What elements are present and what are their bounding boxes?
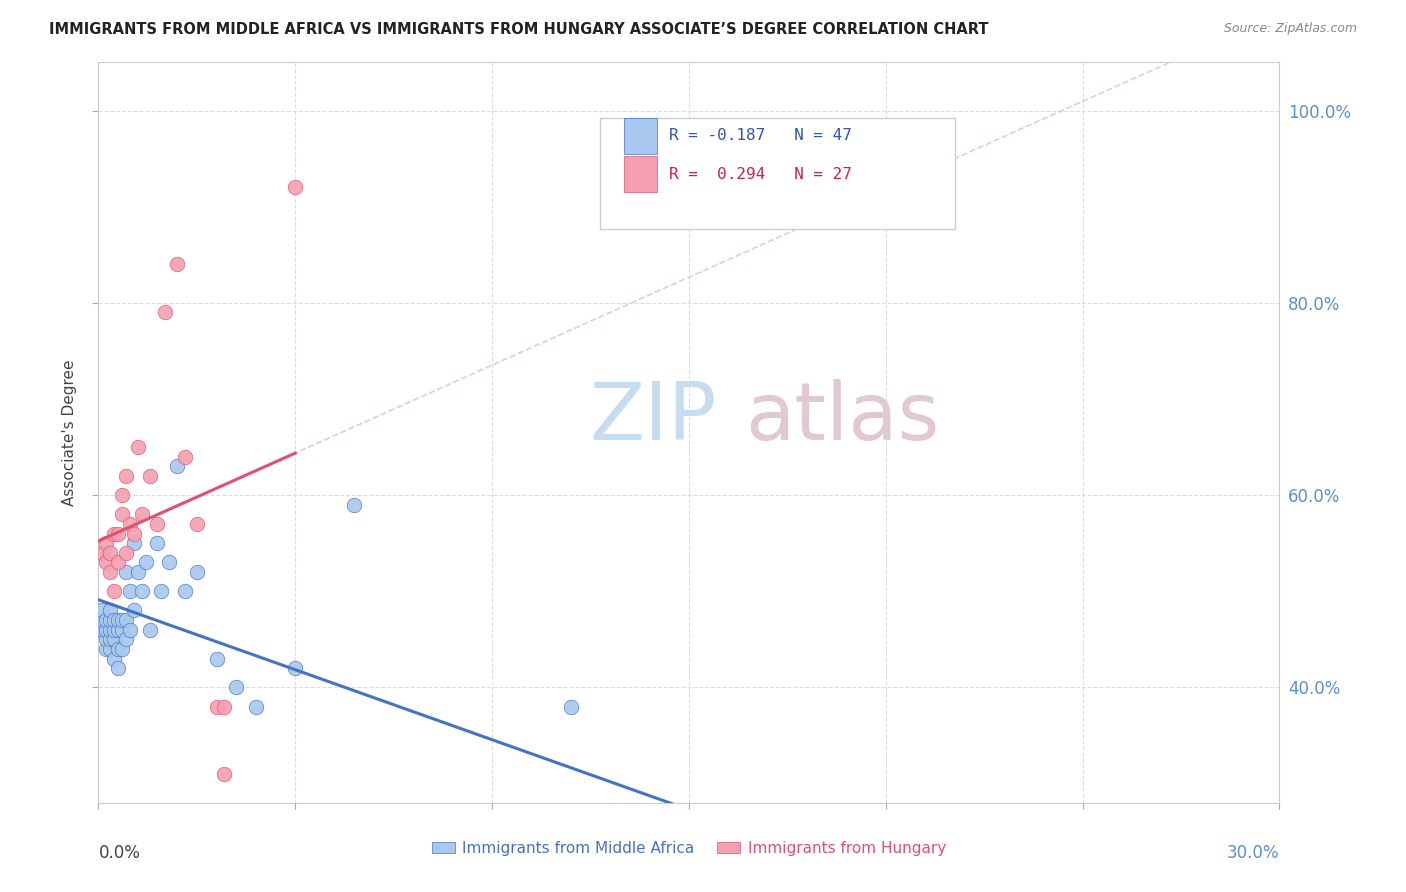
Point bbox=[98, 546, 121, 560]
Point bbox=[146, 536, 169, 550]
Point bbox=[96, 642, 118, 657]
Point bbox=[115, 613, 138, 627]
Point bbox=[96, 613, 118, 627]
Point bbox=[107, 526, 129, 541]
Point bbox=[103, 651, 125, 665]
Point bbox=[122, 603, 145, 617]
Point bbox=[186, 565, 208, 579]
Point bbox=[157, 556, 180, 570]
Point bbox=[111, 613, 134, 627]
Point bbox=[96, 556, 118, 570]
Point bbox=[103, 632, 125, 647]
Point bbox=[107, 642, 129, 657]
Point bbox=[186, 516, 208, 531]
Point bbox=[103, 584, 125, 599]
Point bbox=[115, 546, 138, 560]
Bar bbox=[624, 156, 657, 192]
Point bbox=[205, 651, 228, 665]
Point bbox=[98, 623, 121, 637]
Point bbox=[118, 623, 141, 637]
Point bbox=[560, 699, 582, 714]
Text: 30.0%: 30.0% bbox=[1227, 844, 1279, 862]
Point bbox=[146, 516, 169, 531]
Point bbox=[107, 613, 129, 627]
Point bbox=[96, 623, 118, 637]
Text: ZIP: ZIP bbox=[591, 379, 717, 457]
Point bbox=[107, 623, 129, 637]
Point bbox=[107, 556, 129, 570]
FancyBboxPatch shape bbox=[600, 118, 955, 229]
Point bbox=[103, 613, 125, 627]
Point bbox=[111, 623, 134, 637]
Point bbox=[174, 450, 197, 464]
Text: R = -0.187   N = 47: R = -0.187 N = 47 bbox=[669, 128, 852, 144]
Text: 0.0%: 0.0% bbox=[98, 844, 141, 862]
Text: IMMIGRANTS FROM MIDDLE AFRICA VS IMMIGRANTS FROM HUNGARY ASSOCIATE’S DEGREE CORR: IMMIGRANTS FROM MIDDLE AFRICA VS IMMIGRA… bbox=[49, 22, 988, 37]
Point bbox=[91, 603, 114, 617]
Point bbox=[225, 681, 247, 695]
Point bbox=[245, 699, 267, 714]
Point bbox=[96, 632, 118, 647]
Point bbox=[122, 536, 145, 550]
Bar bbox=[624, 118, 657, 153]
Point bbox=[98, 632, 121, 647]
Point bbox=[131, 508, 153, 522]
Point bbox=[96, 536, 118, 550]
Legend: Immigrants from Middle Africa, Immigrants from Hungary: Immigrants from Middle Africa, Immigrant… bbox=[426, 835, 952, 862]
Point bbox=[98, 613, 121, 627]
Point bbox=[103, 623, 125, 637]
Point bbox=[214, 767, 236, 781]
Point bbox=[91, 613, 114, 627]
Point bbox=[205, 699, 228, 714]
Point bbox=[166, 459, 188, 474]
Point bbox=[150, 584, 173, 599]
Point bbox=[127, 565, 149, 579]
Point bbox=[127, 440, 149, 454]
Point bbox=[115, 632, 138, 647]
Point bbox=[103, 526, 125, 541]
Point bbox=[115, 469, 138, 483]
Point bbox=[122, 526, 145, 541]
Point bbox=[214, 699, 236, 714]
Point bbox=[118, 584, 141, 599]
Point bbox=[118, 516, 141, 531]
Y-axis label: Associate's Degree: Associate's Degree bbox=[62, 359, 77, 506]
Point bbox=[166, 257, 188, 271]
Text: R =  0.294   N = 27: R = 0.294 N = 27 bbox=[669, 167, 852, 182]
Point bbox=[111, 508, 134, 522]
Point bbox=[98, 642, 121, 657]
Point bbox=[91, 546, 114, 560]
Point bbox=[111, 642, 134, 657]
Point bbox=[111, 488, 134, 502]
Point bbox=[98, 603, 121, 617]
Text: Source: ZipAtlas.com: Source: ZipAtlas.com bbox=[1223, 22, 1357, 36]
Point bbox=[138, 623, 160, 637]
Point bbox=[107, 661, 129, 675]
Point bbox=[131, 584, 153, 599]
Point bbox=[115, 565, 138, 579]
Point bbox=[174, 584, 197, 599]
Point bbox=[98, 565, 121, 579]
Point bbox=[138, 469, 160, 483]
Point bbox=[135, 556, 157, 570]
Point bbox=[91, 623, 114, 637]
Point bbox=[284, 661, 307, 675]
Point bbox=[343, 498, 366, 512]
Point bbox=[284, 180, 307, 194]
Point bbox=[155, 305, 177, 319]
Text: atlas: atlas bbox=[745, 379, 939, 457]
